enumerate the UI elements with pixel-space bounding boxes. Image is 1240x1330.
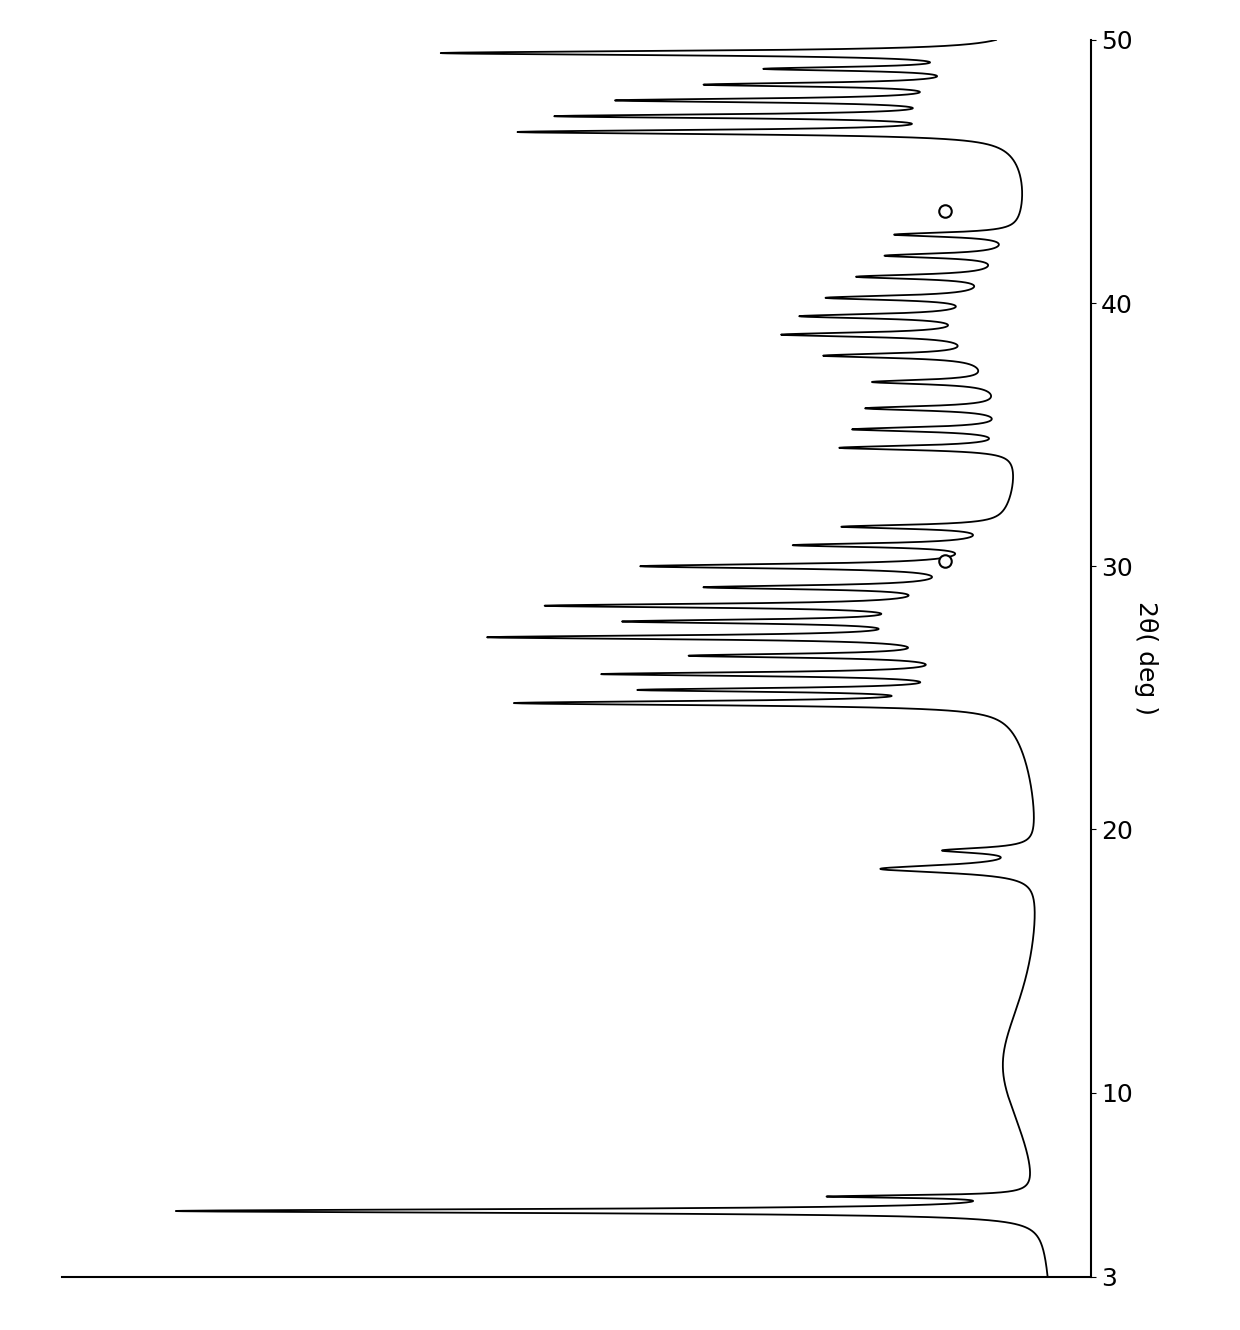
Y-axis label: 2θ( deg ): 2θ( deg ): [1133, 601, 1158, 716]
